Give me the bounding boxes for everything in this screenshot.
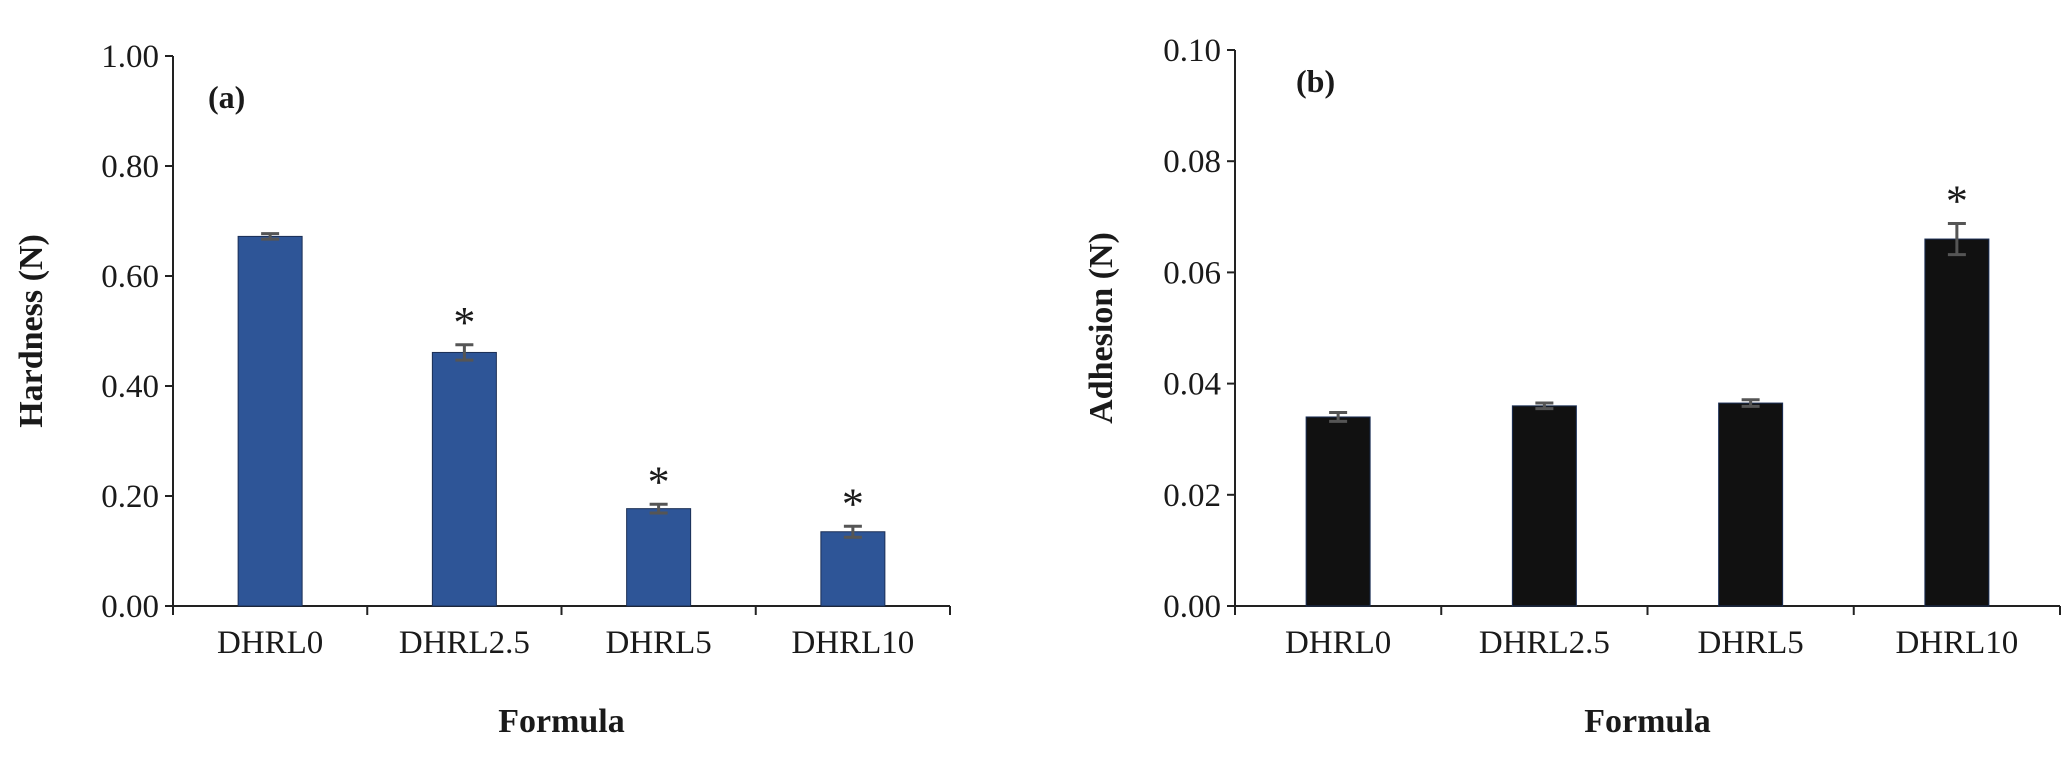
x-axis-title: Formula — [1584, 703, 1711, 740]
error-bar — [649, 502, 668, 515]
significance-marker: * — [648, 457, 670, 506]
bar-dhrl2-5 — [1511, 405, 1577, 607]
y-tick-label: 1.00 — [101, 39, 159, 75]
y-tick-label: 0.40 — [101, 369, 159, 405]
y-tick-label: 0.80 — [101, 149, 159, 185]
bar-dhrl5 — [626, 508, 692, 607]
error-bar — [1535, 401, 1554, 411]
significance-marker: * — [453, 298, 475, 347]
y-tick-label: 0.10 — [1163, 33, 1221, 69]
bar-dhrl0 — [237, 235, 303, 607]
x-axis-title: Formula — [498, 703, 625, 740]
y-axis-title: Adhesion (N) — [1083, 232, 1120, 424]
y-tick-label: 0.00 — [101, 589, 159, 625]
significance-marker: * — [842, 479, 864, 528]
bar-dhrl2-5 — [431, 351, 497, 607]
y-tick-label: 0.04 — [1163, 367, 1221, 403]
error-bar — [455, 343, 474, 362]
y-tick-label: 0.08 — [1163, 144, 1221, 180]
x-tick-label: DHRL0 — [217, 625, 323, 661]
error-bar — [261, 232, 280, 241]
y-tick-label: 0.06 — [1163, 255, 1221, 291]
x-tick-label: DHRL10 — [1895, 625, 2018, 661]
x-tick-label: DHRL5 — [1697, 625, 1803, 661]
bar-dhrl5 — [1718, 402, 1784, 607]
x-tick-label: DHRL5 — [605, 625, 711, 661]
x-tick-label: DHRL10 — [791, 625, 914, 661]
error-bar — [1741, 398, 1760, 408]
x-tick-label: DHRL0 — [1285, 625, 1391, 661]
chart-panel-a: 0.00 0.20 0.40 0.60 0.80 1.00 DHRL0 * DHRL2.5 * DH… — [13, 39, 951, 740]
bar-dhrl10 — [820, 531, 886, 607]
error-bar — [1947, 221, 1966, 257]
error-bar — [843, 524, 862, 539]
panel-label: (a) — [208, 79, 245, 115]
chart-panel-b: 0.00 0.02 0.04 0.06 0.08 0.10 DHRL0 DHRL2.5 DHRL… — [1083, 33, 2061, 740]
y-tick-label: 0.00 — [1163, 589, 1221, 625]
y-tick-label: 0.02 — [1163, 478, 1221, 514]
significance-marker: * — [1946, 176, 1968, 225]
y-axis-title: Hardness (N) — [13, 234, 50, 428]
x-tick-label: DHRL2.5 — [1479, 625, 1610, 661]
error-bar — [1329, 411, 1348, 423]
panel-label: (b) — [1296, 63, 1335, 99]
x-tick-label: DHRL2.5 — [399, 625, 530, 661]
y-tick-label: 0.60 — [101, 259, 159, 295]
bar-dhrl0 — [1305, 416, 1371, 607]
y-tick-label: 0.20 — [101, 479, 159, 515]
bar-dhrl10 — [1924, 238, 1990, 607]
